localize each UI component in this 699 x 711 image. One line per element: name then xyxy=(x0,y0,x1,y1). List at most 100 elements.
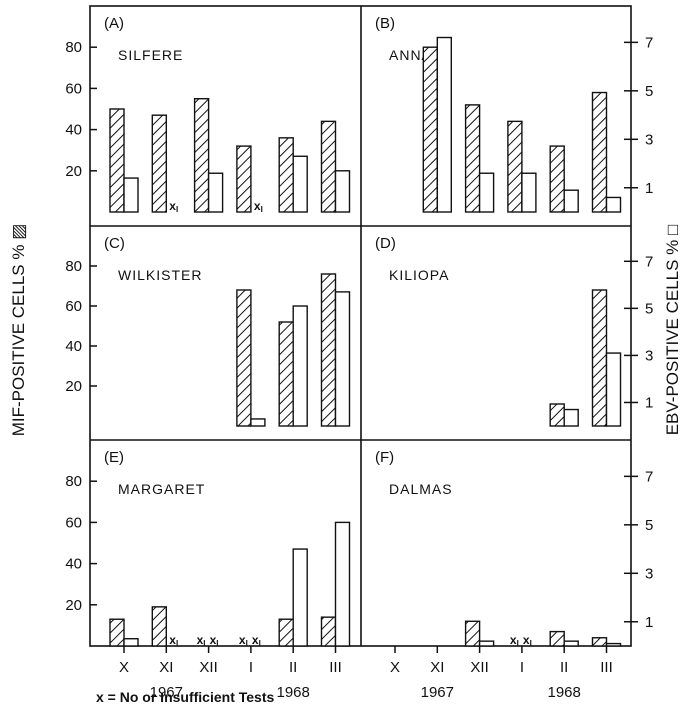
mif-bar xyxy=(549,630,565,647)
left-tick-label: 40 xyxy=(65,122,82,139)
x-tick-label: XI xyxy=(159,659,173,676)
ebv-bar xyxy=(292,305,308,427)
right-axis-label: EBV-POSITIVE CELLS % □ xyxy=(663,225,682,436)
ebv-bar xyxy=(250,418,266,427)
right-tick-label: 3 xyxy=(645,565,653,582)
mif-bar xyxy=(591,91,608,213)
panel-name: KILIOPA xyxy=(389,267,449,283)
mif-bar xyxy=(320,616,337,647)
left-tick-label: 20 xyxy=(65,378,82,395)
x-tick-label: I xyxy=(520,659,524,676)
missing-test-marker: xI xyxy=(169,633,178,648)
left-axis-title: MIF-POSITIVE CELLS % ▨ xyxy=(9,224,28,437)
x-year-label: 1967 xyxy=(150,684,183,701)
right-tick-label: 1 xyxy=(645,614,653,631)
mif-bar xyxy=(109,618,125,647)
mif-bar xyxy=(320,273,337,427)
right-tick-label: 7 xyxy=(645,468,653,485)
left-tick-label: 80 xyxy=(65,258,82,275)
ebv-bar xyxy=(123,177,139,213)
panel-name: MARGARET xyxy=(118,481,205,497)
missing-test-marker: xI xyxy=(239,633,248,648)
left-tick-label: 60 xyxy=(65,298,82,315)
left-tick-label: 60 xyxy=(65,80,82,97)
mif-bar xyxy=(278,321,294,427)
panel-kiliopa: (D) KILIOPA 1 3 5 7 xyxy=(375,235,653,427)
missing-test-marker: xI xyxy=(523,633,532,648)
footnote: x = No or Insufficient Tests xyxy=(96,689,274,705)
missing-test-marker: xI xyxy=(210,633,219,648)
right-tick-label: 5 xyxy=(645,83,653,100)
x-tick-label: III xyxy=(600,659,613,676)
x-tick-label: X xyxy=(119,659,129,676)
panel-silfere: (A) SILFERE 20 40 60 80 xI xI xyxy=(65,15,351,214)
ebv-bar xyxy=(123,638,139,647)
panel-letter: (A) xyxy=(104,15,124,32)
mif-bar xyxy=(549,145,565,213)
panel-letter: (F) xyxy=(375,449,394,466)
missing-test-marker: xI xyxy=(169,199,178,214)
mif-bar xyxy=(549,403,565,427)
panel-letter: (D) xyxy=(375,235,396,252)
ebv-bar xyxy=(334,170,351,213)
ebv-bar xyxy=(563,640,579,647)
ebv-bar xyxy=(563,408,579,427)
missing-test-marker: xI xyxy=(510,633,519,648)
mif-bar xyxy=(591,289,608,427)
ebv-bar xyxy=(563,189,579,213)
missing-test-marker: xI xyxy=(254,199,263,214)
panel-wilkister: (C) WILKISTER 20 40 60 80 xyxy=(65,235,351,427)
panel-letter: (E) xyxy=(104,449,124,466)
x-year-label: 1967 xyxy=(421,684,454,701)
ebv-bar xyxy=(605,196,622,213)
x-tick-label: XII xyxy=(199,659,217,676)
left-tick-label: 80 xyxy=(65,473,82,490)
right-tick-label: 5 xyxy=(645,517,653,534)
x-tick-label: II xyxy=(289,659,297,676)
mif-bar xyxy=(151,606,168,647)
mif-bar xyxy=(109,108,125,213)
ebv-bar xyxy=(478,172,495,213)
mif-bar xyxy=(422,46,438,213)
x-tick-label: X xyxy=(390,659,400,676)
panel-letter: (B) xyxy=(375,15,395,32)
right-tick-label: 5 xyxy=(645,300,653,317)
ebv-bar xyxy=(605,352,622,427)
ebv-bar xyxy=(292,155,308,213)
x-tick-label: II xyxy=(560,659,568,676)
mif-bar xyxy=(507,120,523,213)
figure-frame xyxy=(89,5,632,647)
ebv-bar xyxy=(207,172,224,213)
mif-bar xyxy=(236,289,252,427)
mif-bar xyxy=(193,97,210,213)
x-tick-label: XI xyxy=(430,659,444,676)
ebv-bar xyxy=(334,521,351,647)
x-tick-label: XII xyxy=(470,659,488,676)
mif-bar xyxy=(320,120,337,213)
mif-bar xyxy=(278,137,294,213)
right-tick-label: 3 xyxy=(645,347,653,364)
mif-bar xyxy=(591,637,608,647)
x-tick-label: I xyxy=(249,659,253,676)
right-tick-label: 1 xyxy=(645,394,653,411)
left-tick-label: 20 xyxy=(65,597,82,614)
left-tick-label: 80 xyxy=(65,39,82,56)
panel-name: SILFERE xyxy=(118,47,183,63)
right-tick-label: 7 xyxy=(645,34,653,51)
left-axis-label: MIF-POSITIVE CELLS % ▨ xyxy=(9,224,28,437)
mif-bar xyxy=(151,114,168,213)
mif-bar xyxy=(464,104,481,213)
right-tick-label: 3 xyxy=(645,131,653,148)
missing-test-marker: xI xyxy=(197,633,206,648)
missing-test-marker: xI xyxy=(252,633,261,648)
left-tick-label: 60 xyxy=(65,514,82,531)
ebv-bar xyxy=(334,291,351,427)
x-year-label: 1968 xyxy=(277,684,310,701)
panel-letter: (C) xyxy=(104,235,125,252)
panel-name: WILKISTER xyxy=(118,267,202,283)
